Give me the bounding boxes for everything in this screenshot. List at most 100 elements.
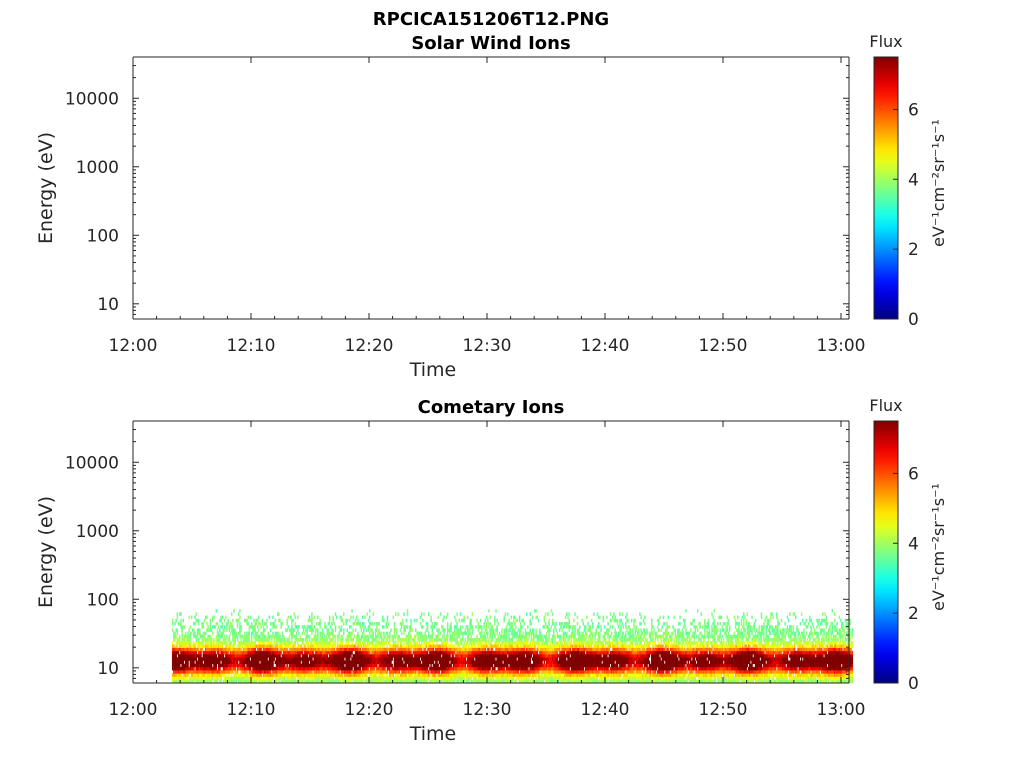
data-cell	[508, 638, 510, 642]
data-cell	[360, 638, 363, 642]
data-cell	[289, 647, 292, 652]
data-cell	[203, 660, 206, 665]
data-cell	[209, 666, 212, 671]
data-cell	[514, 657, 516, 661]
data-cell	[230, 621, 233, 626]
data-cell	[334, 644, 337, 648]
data-cell	[456, 644, 458, 648]
data-cell	[438, 676, 441, 681]
data-cell	[268, 673, 271, 677]
data-cell	[348, 670, 351, 674]
data-cell	[505, 631, 508, 636]
data-cell	[328, 670, 331, 674]
data-cell	[442, 670, 444, 674]
data-cell	[210, 660, 213, 665]
data-cell	[332, 660, 334, 665]
data-cell	[524, 673, 527, 677]
data-cell	[335, 650, 338, 655]
data-cell	[514, 647, 516, 652]
data-cell	[288, 663, 291, 668]
data-cell	[240, 628, 242, 632]
data-cell	[230, 650, 233, 655]
data-cell	[171, 676, 174, 681]
data-cell	[462, 634, 464, 639]
data-cell	[175, 634, 177, 639]
data-cell	[524, 634, 527, 639]
data-cell	[483, 657, 485, 661]
data-cell	[215, 638, 218, 642]
data-cell	[353, 676, 356, 681]
data-cell	[516, 663, 518, 668]
data-cell	[525, 641, 528, 645]
data-cell	[295, 647, 298, 652]
data-cell	[340, 657, 343, 661]
data-cell	[400, 670, 403, 674]
data-cell	[503, 676, 505, 681]
data-cell	[208, 628, 210, 632]
data-cell	[340, 660, 343, 665]
data-cell	[219, 634, 221, 639]
data-cell	[193, 660, 195, 665]
data-cell	[531, 670, 534, 674]
data-cell	[345, 676, 347, 681]
data-cell	[313, 673, 316, 677]
data-cell	[402, 666, 404, 671]
data-cell	[262, 647, 265, 652]
data-cell	[530, 631, 533, 636]
data-cell	[307, 666, 310, 671]
data-cell	[332, 657, 334, 661]
data-cell	[319, 654, 321, 658]
data-cell	[502, 641, 504, 645]
data-cell	[234, 647, 236, 652]
data-cell	[215, 670, 218, 674]
data-cell	[429, 641, 431, 645]
data-cell	[424, 641, 426, 645]
data-cell	[219, 679, 221, 684]
data-cell	[219, 663, 221, 668]
data-cell	[183, 654, 186, 658]
data-cell	[380, 654, 383, 658]
data-cell	[181, 638, 183, 642]
data-cell	[450, 644, 452, 648]
data-cell	[293, 654, 295, 658]
data-cell	[459, 612, 462, 616]
data-cell	[203, 618, 206, 623]
data-cell	[430, 625, 432, 629]
data-cell	[407, 657, 410, 661]
data-cell	[523, 673, 526, 677]
data-cell	[419, 673, 422, 677]
data-cell	[252, 650, 254, 655]
data-cell	[457, 663, 459, 668]
data-cell	[255, 657, 258, 661]
data-cell	[464, 657, 467, 661]
data-cell	[440, 641, 443, 645]
data-cell	[352, 676, 354, 681]
data-cell	[190, 663, 193, 668]
data-cell	[193, 650, 195, 655]
data-cell	[327, 621, 330, 626]
data-cell	[411, 663, 413, 668]
data-cell	[415, 657, 417, 661]
data-cell	[464, 647, 467, 652]
data-cell	[219, 673, 221, 677]
data-cell	[379, 666, 382, 671]
data-cell	[318, 660, 320, 665]
data-cell	[346, 657, 349, 661]
data-cell	[347, 641, 350, 645]
data-cell	[450, 676, 452, 681]
data-cell	[212, 625, 214, 629]
data-cell	[315, 650, 318, 655]
data-cell	[307, 663, 310, 668]
data-cell	[234, 631, 236, 636]
data-cell	[451, 666, 454, 671]
data-cell	[437, 679, 439, 684]
data-cell	[188, 670, 190, 674]
data-cell	[230, 625, 233, 629]
data-cell	[510, 666, 513, 671]
data-cell	[512, 660, 515, 665]
data-cell	[206, 670, 208, 674]
data-cell	[402, 679, 404, 684]
data-cell	[440, 657, 443, 661]
data-cell	[359, 641, 362, 645]
data-cell	[192, 660, 194, 665]
